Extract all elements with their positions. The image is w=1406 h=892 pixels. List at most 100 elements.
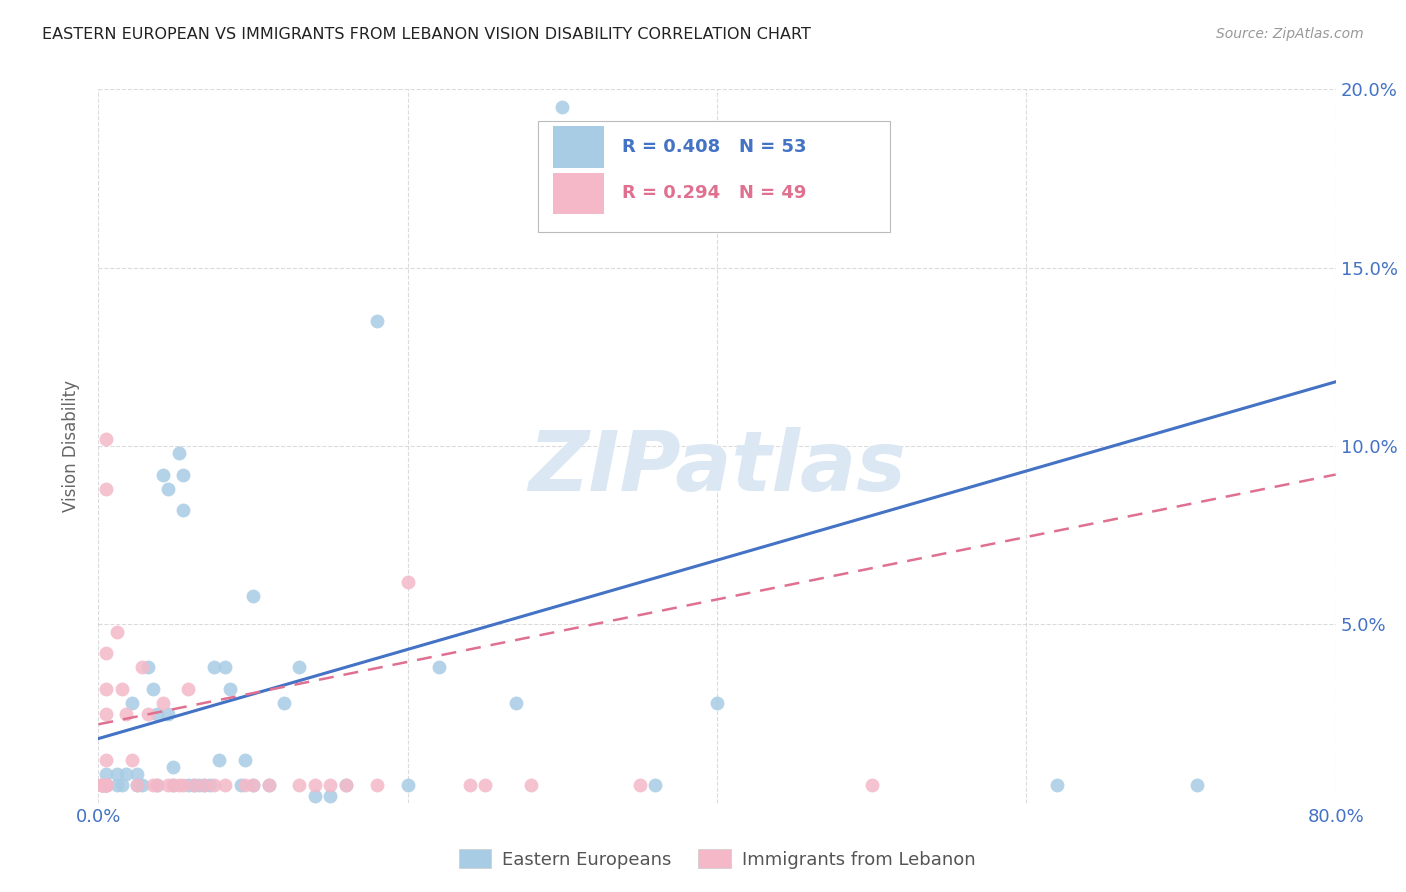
Point (152, 696, 174, 710)
Point (1185, 778, 1208, 792)
Point (96, 778, 118, 792)
Point (396, 778, 419, 792)
Point (304, 778, 326, 792)
Point (319, 789, 342, 803)
Point (162, 778, 184, 792)
Point (90, 778, 112, 792)
Point (90, 778, 112, 792)
Point (96, 706, 118, 721)
Point (142, 681, 165, 696)
Point (96, 778, 118, 792)
Point (644, 778, 666, 792)
Point (177, 778, 200, 792)
Point (366, 314, 388, 328)
Point (131, 778, 153, 792)
Point (90, 778, 112, 792)
Point (96, 778, 118, 792)
Point (551, 100, 574, 114)
Point (188, 778, 211, 792)
Point (96, 767, 118, 781)
Point (146, 778, 169, 792)
Point (183, 778, 205, 792)
Point (396, 574, 419, 589)
Point (319, 778, 342, 792)
Point (288, 660, 311, 674)
FancyBboxPatch shape (553, 173, 605, 214)
Point (860, 778, 883, 792)
Point (257, 778, 280, 792)
Point (706, 696, 728, 710)
Point (127, 778, 149, 792)
Point (105, 767, 128, 781)
Point (304, 789, 326, 803)
Point (115, 767, 138, 781)
Point (427, 660, 450, 674)
Point (111, 778, 134, 792)
Point (257, 778, 280, 792)
Point (127, 767, 149, 781)
Point (242, 778, 264, 792)
Point (157, 778, 180, 792)
Point (273, 696, 295, 710)
Point (136, 660, 159, 674)
Text: EASTERN EUROPEAN VS IMMIGRANTS FROM LEBANON VISION DISABILITY CORRELATION CHART: EASTERN EUROPEAN VS IMMIGRANTS FROM LEBA… (42, 27, 811, 42)
Point (173, 467, 195, 482)
Point (90, 778, 112, 792)
Point (173, 778, 195, 792)
Point (131, 660, 153, 674)
Point (628, 778, 651, 792)
Point (214, 660, 236, 674)
Text: R = 0.294   N = 49: R = 0.294 N = 49 (621, 185, 806, 202)
Point (288, 778, 311, 792)
Point (142, 778, 165, 792)
Point (136, 706, 159, 721)
Point (505, 696, 527, 710)
Point (235, 753, 257, 767)
Text: ZIPatlas: ZIPatlas (529, 427, 905, 508)
Point (121, 696, 143, 710)
Point (96, 778, 118, 792)
Point (96, 778, 118, 792)
Point (96, 482, 118, 496)
FancyBboxPatch shape (553, 127, 605, 168)
Point (173, 503, 195, 517)
Point (96, 778, 118, 792)
Point (167, 778, 190, 792)
Point (177, 681, 200, 696)
Point (458, 778, 481, 792)
Point (183, 778, 205, 792)
Text: R = 0.408   N = 53: R = 0.408 N = 53 (621, 138, 806, 156)
Point (198, 778, 221, 792)
Point (96, 646, 118, 660)
Point (157, 706, 180, 721)
Point (235, 778, 257, 792)
Point (162, 760, 184, 774)
Point (90, 778, 112, 792)
Point (204, 778, 226, 792)
Point (242, 778, 264, 792)
Point (167, 446, 190, 460)
Point (335, 778, 357, 792)
Point (96, 681, 118, 696)
Point (474, 778, 496, 792)
Point (229, 778, 252, 792)
Point (96, 778, 118, 792)
Point (157, 482, 180, 496)
Point (162, 778, 184, 792)
Point (152, 467, 174, 482)
Point (127, 778, 149, 792)
Point (146, 706, 169, 721)
Point (90, 778, 112, 792)
Point (111, 681, 134, 696)
Point (214, 778, 236, 792)
Point (520, 778, 543, 792)
Y-axis label: Vision Disability: Vision Disability (62, 380, 80, 512)
Point (105, 778, 128, 792)
Point (193, 778, 215, 792)
Point (105, 624, 128, 639)
Point (208, 753, 231, 767)
FancyBboxPatch shape (537, 121, 890, 232)
Point (115, 706, 138, 721)
Point (242, 589, 264, 603)
Point (219, 681, 242, 696)
